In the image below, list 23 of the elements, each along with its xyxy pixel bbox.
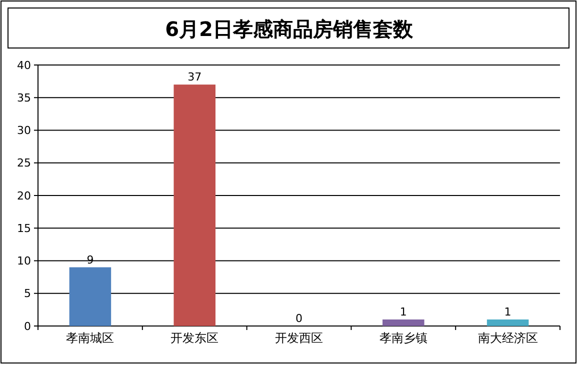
x-tick-label: 南大经济区	[478, 331, 538, 345]
bar	[174, 84, 216, 326]
y-tick-label: 35	[17, 91, 31, 104]
data-label: 37	[188, 70, 202, 84]
x-tick-label: 开发西区	[275, 331, 323, 345]
bar	[382, 319, 424, 326]
y-tick-label: 10	[17, 254, 31, 268]
y-tick-label: 0	[24, 320, 31, 333]
bar	[69, 267, 112, 326]
chart-title: 6月2日孝感商品房销售套数	[165, 17, 414, 41]
y-tick-label: 15	[17, 222, 31, 235]
data-label: 1	[504, 305, 512, 318]
x-tick-label: 孝南城区	[66, 331, 114, 345]
y-tick-label: 25	[17, 156, 31, 170]
data-label: 1	[400, 305, 407, 318]
bar	[486, 319, 529, 326]
x-tick-label: 开发东区	[170, 331, 219, 345]
y-tick-label: 5	[24, 287, 31, 300]
y-tick-label: 40	[17, 58, 31, 72]
x-tick-label: 孝南乡镇	[379, 331, 428, 345]
data-label: 0	[296, 312, 302, 325]
y-tick-label: 30	[17, 124, 31, 138]
y-tick-label: 20	[17, 189, 31, 202]
